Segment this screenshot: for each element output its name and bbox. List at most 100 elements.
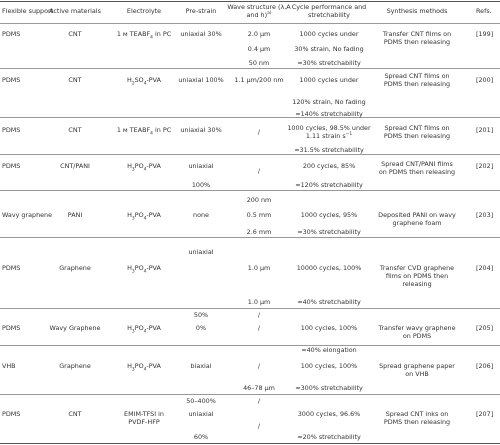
electrolyte-text: PO [134,211,144,219]
synthesis-cell: on PDMS [402,332,432,340]
synthesis-cell: Transfer CNT films on [382,30,452,38]
prestrain-cell: 0% [195,324,207,332]
electrolyte-tail: -PVA [146,264,161,272]
electrolyte-sub: 4 [143,167,147,173]
synthesis-cell: releasing [402,280,432,288]
active-cell: CNT [68,126,82,134]
bottom-rule [0,443,500,444]
row-rule [0,308,500,309]
wave-cell: 200 nm [246,196,272,204]
ref-cell: [202] [476,162,494,170]
cycle-cell: 1000 cycles under [299,30,359,38]
electrolyte-tail: -PVA [146,76,162,84]
wave-cell: / [257,311,261,319]
row-rule [0,394,500,395]
electrolyte-sub: 4 [143,329,147,335]
electrolyte-cell: H2SO4-PVA [127,76,162,87]
synthesis-cell: on PDMS then releasing [378,168,456,176]
electrolyte-cell: H3PO4-PVA [127,362,161,372]
cycle-cell: ≈140% stretchability [295,110,363,118]
wave-cell: 2.0 µm [247,30,271,38]
wave-cell: 1.0 µm [247,264,271,272]
header-refs: Refs. [476,7,492,15]
electrolyte-sub: 4 [150,35,153,41]
header-rule [0,23,500,24]
electrolyte-text: SO [134,76,144,84]
prestrain-cell: uniaxial 100% [178,76,224,84]
electrolyte-sub: 3 [131,269,135,275]
cycle-cell: 1.11 strain s−1 [306,132,352,140]
header-cycle: Cycle performance and stretchability [292,3,366,19]
cycle-cell: ≈300% stretchability [295,384,363,392]
header-synthesis: Synthesis methods [386,7,448,15]
cycle-cell: 3000 cycles, 96.6% [297,410,361,418]
synthesis-cell: PDMS then releasing [383,38,451,46]
top-rule [0,1,500,2]
synthesis-cell: PDMS then releasing [383,80,451,88]
electrolyte-sub: 4 [150,131,153,137]
prestrain-cell: none [193,211,209,219]
synthesis-cell: Spread graphene paper [379,362,455,370]
wave-cell: 46–78 µm [243,384,275,392]
header-support: Flexible support [2,7,54,15]
support-cell: VHB [2,362,16,370]
cycle-cell: 120% strain, No fading [292,98,366,106]
electrolyte-sub: 4 [143,269,147,275]
header-prestrain: Pre-strain [185,7,217,15]
header-wave-note: a) [267,10,272,16]
support-cell: PDMS [2,410,21,418]
cycle-cell: 100 cycles, 100% [300,362,358,370]
cycle-cell: 200 cycles, 85% [302,162,356,170]
electrolyte-sub: 3 [131,216,135,222]
prestrain-cell: biaxial [190,362,212,370]
electrolyte-text: H [127,162,132,170]
prestrain-cell: 50% [193,311,209,319]
electrolyte-tail: -PVA [146,324,161,332]
electrolyte-sub: 3 [131,167,135,173]
ref-cell: [204] [476,264,494,272]
electrolyte-cell: 1 м TEABF4 in PC [116,126,171,137]
support-cell: PDMS [2,30,21,38]
active-cell: CNT/PANI [60,162,90,170]
prestrain-cell: uniaxial 30% [180,126,222,134]
electrolyte-text: PO [134,264,144,272]
header-electrolyte: Electrolyte [126,7,162,15]
electrolyte-tail: -PVA [146,211,161,219]
wave-cell: / [257,362,261,370]
wave-cell: / [257,397,261,405]
electrolyte-cell: H3PO4-PVA [127,324,161,335]
support-cell: PDMS [2,264,21,272]
wave-cell: / [257,422,261,430]
electrolyte-text: PO [134,324,144,332]
wave-cell: 2.6 mm [246,228,272,236]
support-cell: PDMS [2,126,21,134]
synthesis-cell: Spread CNT films on [384,72,450,80]
prestrain-cell: uniaxial 30% [180,30,222,38]
header-cycle-line1: Cycle performance and [291,3,367,11]
ref-cell: [201] [476,126,494,134]
cycle-cell: ≈40% elongation [301,346,357,354]
electrolyte-text: H [127,211,132,219]
active-cell: CNT [68,76,82,84]
active-cell: Graphene [59,362,91,370]
prestrain-cell: 50–400% [186,397,216,405]
cycle-sup: −1 [345,131,353,137]
synthesis-cell: graphene foam [392,219,442,227]
electrolyte-text: 1 м TEABF [116,126,151,134]
support-cell: PDMS [2,162,21,170]
header-cycle-line2: stretchability [308,11,350,19]
prestrain-cell: 100% [191,181,211,189]
wave-cell: / [257,167,261,175]
cycle-cell: 1000 cycles under [299,76,359,84]
ref-cell: [206] [476,362,494,370]
ref-cell: [205] [476,324,494,332]
electrolyte-sub: 4 [143,81,147,87]
wave-cell: 0.4 µm [247,45,271,53]
active-cell: CNT [68,410,82,418]
electrolyte-text: H [127,324,132,332]
electrolyte-sub: 2 [131,81,135,87]
row-rule [0,237,500,238]
synthesis-cell: Spread CNT/PANI films [381,160,453,168]
active-cell: Wavy Graphene [49,324,101,332]
